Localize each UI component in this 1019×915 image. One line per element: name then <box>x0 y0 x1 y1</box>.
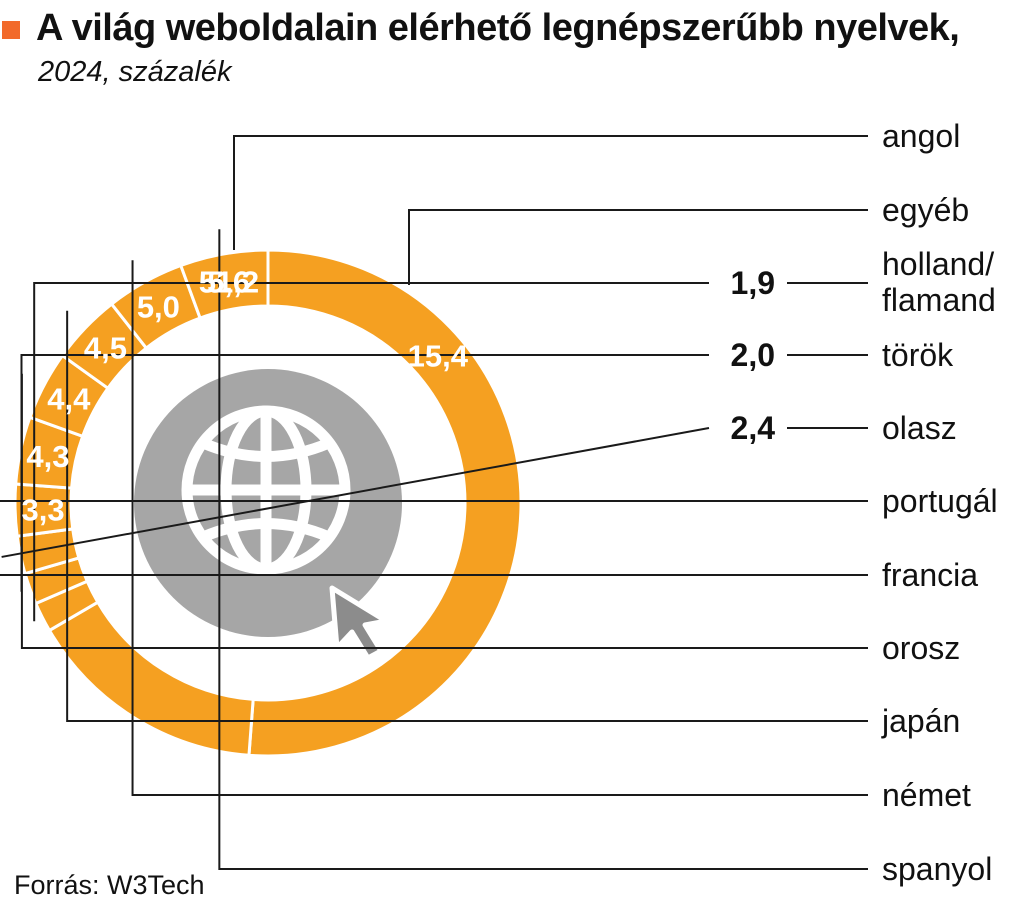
category-label-orosz: orosz <box>882 630 960 666</box>
title-row: A világ weboldalain elérhető legnépszerű… <box>0 2 1019 58</box>
leader-line-olasz <box>1 427 710 558</box>
leader-line-orosz <box>20 373 868 649</box>
category-label-holland-flamand: holland/flamand <box>882 246 996 318</box>
value-label-portugal: 3,3 <box>22 492 65 527</box>
leader-line-spanyol <box>218 229 868 870</box>
leader-line-egyeb <box>408 209 868 285</box>
title-marker-square <box>2 21 20 39</box>
category-label-spanyol: spanyol <box>882 851 992 887</box>
value-label-holland-flamand: 1,9 <box>731 265 775 301</box>
center-illustration <box>134 369 402 661</box>
cursor-icon <box>329 585 389 661</box>
globe-icon <box>181 405 351 575</box>
chart-subtitle: 2024, százalék <box>38 56 232 88</box>
donut-ring <box>13 248 523 758</box>
value-label-torok: 2,0 <box>731 337 775 373</box>
category-label-nemet: német <box>882 777 971 813</box>
slice-spanyol <box>178 248 270 320</box>
category-label-japan: japán <box>881 703 960 739</box>
leader-line-portugal <box>0 500 868 502</box>
value-label-japan: 4,5 <box>84 330 127 365</box>
category-label-angol: angol <box>882 118 960 154</box>
chart-title: A világ weboldalain elérhető legnépszerű… <box>36 7 960 49</box>
leader-line-francia <box>0 574 868 576</box>
leader-line-angol <box>233 135 868 250</box>
value-label-angol: 51,2 <box>199 264 259 299</box>
value-label-orosz: 4,4 <box>47 381 91 416</box>
category-label-francia: francia <box>882 557 978 593</box>
category-label-portugal: portugál <box>882 483 998 519</box>
category-label-olasz: olasz <box>882 410 957 446</box>
leader-line-japan <box>66 310 868 722</box>
leader-lines <box>0 135 868 870</box>
source-note: Forrás: W3Tech <box>14 870 205 900</box>
category-label-torok: török <box>882 337 954 373</box>
labels: 51,2 15,4 3,3 4,3 4,4 4,5 5,0 5,6 angol egyéb 1,9 h… <box>22 118 998 887</box>
leader-line-holland-flamand <box>33 282 709 622</box>
value-label-francia: 4,3 <box>26 439 69 474</box>
category-label-egyeb: egyéb <box>882 192 969 228</box>
leader-line-nemet <box>131 260 868 796</box>
value-label-spanyol: 5,6 <box>207 264 250 299</box>
slice-angol <box>247 248 523 758</box>
value-label-nemet: 5,0 <box>137 290 180 325</box>
value-label-egyeb: 15,4 <box>408 338 469 373</box>
value-label-olasz: 2,4 <box>731 410 776 446</box>
